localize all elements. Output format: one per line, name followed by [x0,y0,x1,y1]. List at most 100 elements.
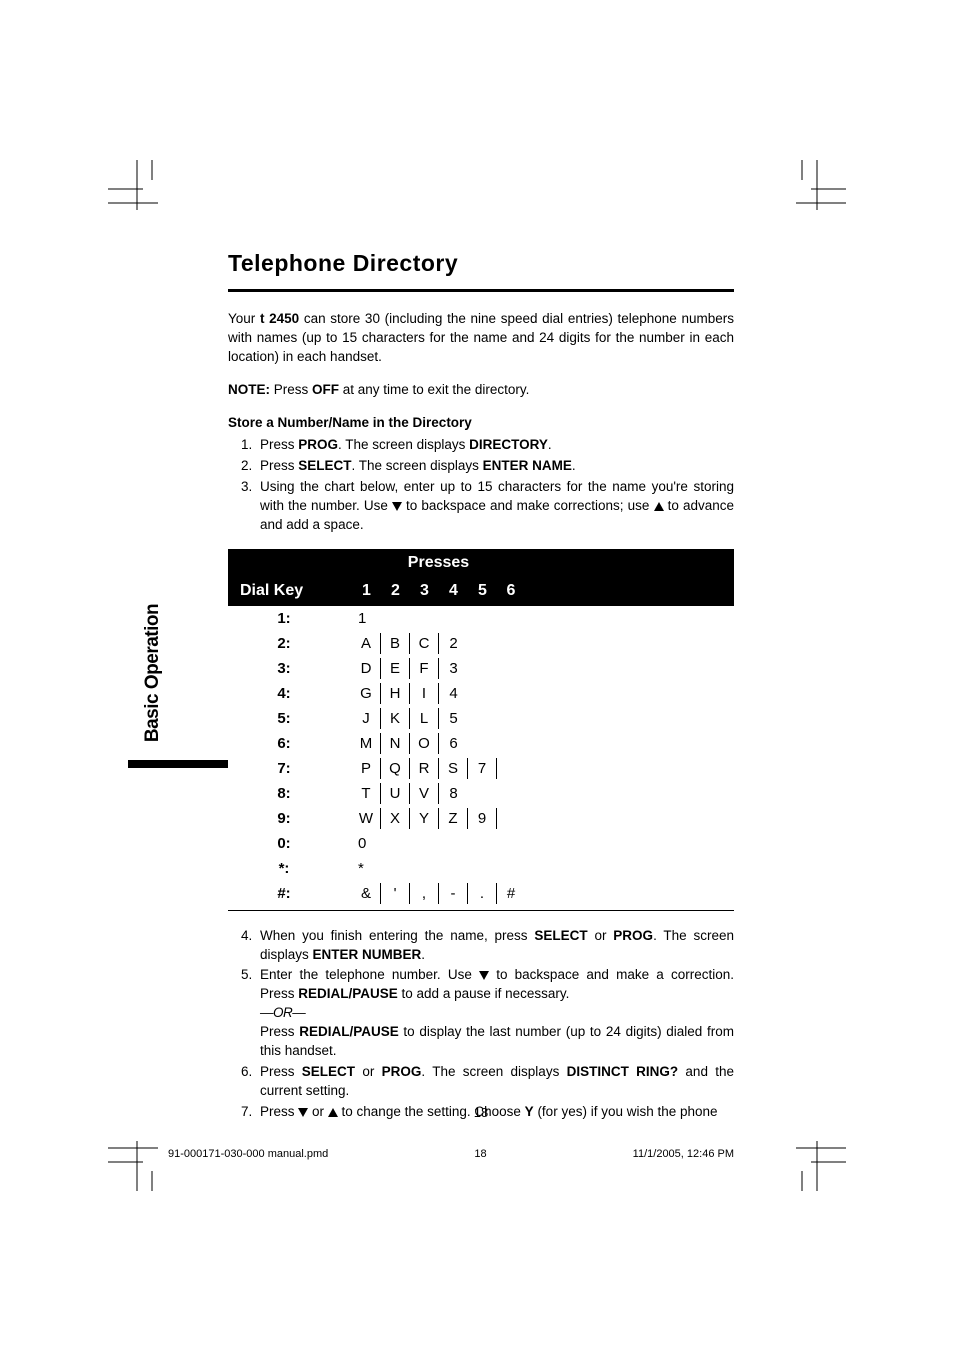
col-header: 4 [439,577,468,605]
steps-list-b: When you finish entering the name, press… [228,927,734,1122]
char-cell: 6 [439,731,468,756]
char-cell [468,731,497,756]
note-paragraph: NOTE: Press OFF at any time to exit the … [228,381,734,400]
table-row: 9:WXYZ9 [228,806,734,831]
char-cell: 7 [468,756,497,781]
footer-center: 18 [474,1148,486,1160]
step-5: Enter the telephone number. Use to backs… [256,966,734,1060]
char-cell [468,631,497,656]
char-cell [439,856,468,881]
char-cell: 9 [468,806,497,831]
page-title: Telephone Directory [228,250,734,277]
footer-right: 11/1/2005, 12:46 PM [633,1148,734,1160]
table-row: 5:JKL5 [228,706,734,731]
table-row: 8:TUV8 [228,781,734,806]
char-cell: L [410,706,439,731]
char-cell: H [381,681,410,706]
table-row: 6:MNO6 [228,731,734,756]
char-cell: P [352,756,381,781]
char-cell: M [352,731,381,756]
char-cell: T [352,781,381,806]
char-cell [497,806,525,831]
crop-mark-tr [796,160,846,210]
body: Your t 2450 can store 30 (including the … [228,310,734,1122]
table-row: 2:ABC2 [228,631,734,656]
char-cell [381,856,410,881]
down-arrow-icon [479,971,489,980]
step-2: Press SELECT. The screen displays ENTER … [256,457,734,476]
col-header: 5 [468,577,497,605]
char-cell: G [352,681,381,706]
table-row: *:* [228,856,734,881]
table-row: 3:DEF3 [228,656,734,681]
char-cell: Z [439,806,468,831]
char-cell: 5 [439,706,468,731]
char-cell: . [468,881,497,911]
steps-list-a: Press PROG. The screen displays DIRECTOR… [228,436,734,534]
table-body: 1:12:ABC23:DEF34:GHI45:JKL56:MNO67:PQRS7… [228,606,734,911]
step-4: When you finish entering the name, press… [256,927,734,965]
char-cell [497,731,525,756]
char-cell: F [410,656,439,681]
char-cell: B [381,631,410,656]
table-row: #:&',-.# [228,881,734,911]
char-cell: Q [381,756,410,781]
dial-key-cell: 9: [228,806,352,831]
dial-key-cell: *: [228,856,352,881]
dial-key-cell: 3: [228,656,352,681]
char-cell: X [381,806,410,831]
dial-key-cell: 5: [228,706,352,731]
page-content: Telephone Directory Your t 2450 can stor… [228,250,734,1136]
char-cell: 2 [439,631,468,656]
dial-key-cell: 1: [228,606,352,631]
char-cell: & [352,881,381,911]
char-cell [468,831,497,856]
char-cell: E [381,656,410,681]
footer-left: 91-000171-030-000 manual.pmd [168,1148,328,1160]
char-cell [497,681,525,706]
dial-key-cell: 8: [228,781,352,806]
char-cell: K [381,706,410,731]
char-cell [381,606,410,631]
char-cell: ' [381,881,410,911]
sidebar-tab: Basic Operation [133,585,173,763]
char-cell: 8 [439,781,468,806]
char-cell: 0 [352,831,381,856]
char-cell: U [381,781,410,806]
char-cell [497,831,525,856]
char-cell: V [410,781,439,806]
table-row: 0:0 [228,831,734,856]
char-cell: 1 [352,606,381,631]
char-cell: A [352,631,381,656]
char-cell: O [410,731,439,756]
char-cell [468,781,497,806]
footer: 91-000171-030-000 manual.pmd 18 11/1/200… [168,1148,734,1160]
char-cell [468,681,497,706]
step-1: Press PROG. The screen displays DIRECTOR… [256,436,734,455]
char-cell: J [352,706,381,731]
step-3: Using the chart below, enter up to 15 ch… [256,478,734,535]
table-row: 4:GHI4 [228,681,734,706]
dial-key-cell: 2: [228,631,352,656]
char-cell: N [381,731,410,756]
char-cell: , [410,881,439,911]
col-header: 6 [497,577,525,605]
section-heading: Store a Number/Name in the Directory [228,414,734,433]
char-cell: 3 [439,656,468,681]
char-cell: * [352,856,381,881]
dial-key-cell: #: [228,881,352,911]
char-cell [468,706,497,731]
dialkey-header: Dial Key [228,549,352,606]
step-6: Press SELECT or PROG. The screen display… [256,1063,734,1101]
crop-mark-tl [108,160,158,210]
char-cell [410,856,439,881]
char-cell: 4 [439,681,468,706]
char-cell [468,856,497,881]
char-cell [468,606,497,631]
char-cell [439,606,468,631]
char-cell [468,656,497,681]
table-row: 1:1 [228,606,734,631]
col-header: 3 [410,577,439,605]
crop-mark-bl [108,1141,158,1191]
page-number: 18 [228,1105,734,1120]
